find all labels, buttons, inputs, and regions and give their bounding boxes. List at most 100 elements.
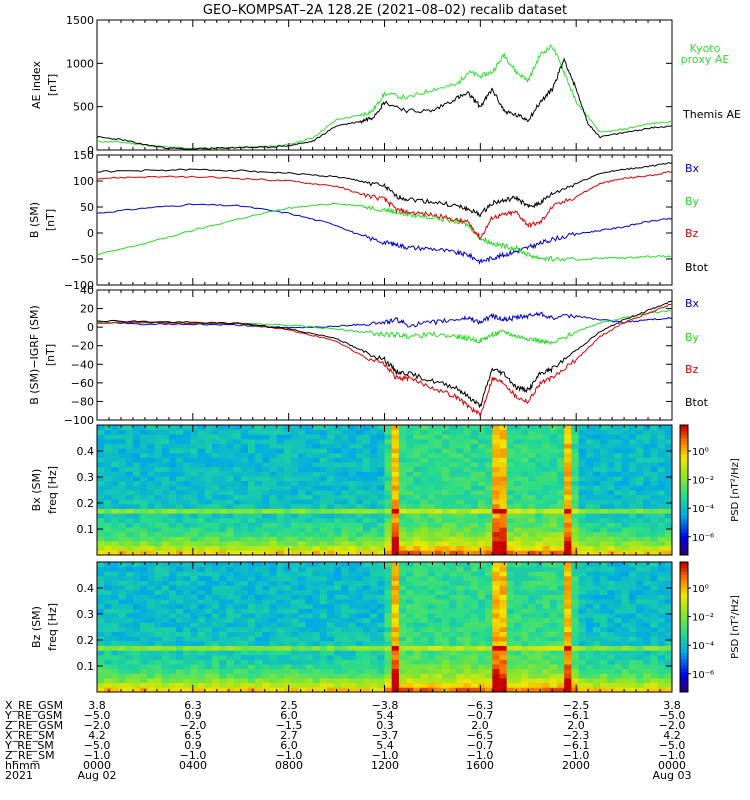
bx-spec-panel-cell: [535, 527, 544, 533]
bx-spec-panel-cell: [535, 541, 544, 547]
bx-spec-panel-cell: [168, 508, 177, 514]
bz-spec-panel-cell: [168, 631, 177, 637]
bz-spec-panel-cell: [650, 617, 659, 623]
bz-spec-panel-cell: [247, 622, 256, 628]
bx-spec-panel-cell: [334, 485, 342, 491]
bx-spec-panel-cell: [513, 471, 522, 477]
bx-spec-panel-cell: [499, 522, 508, 528]
bx-spec-panel-colorbar-step: [680, 457, 688, 462]
bz-spec-panel-cell: [348, 664, 357, 670]
bz-spec-panel-cell: [269, 589, 278, 595]
bz-spec-panel-cell: [132, 673, 141, 679]
bx-spec-panel-cell: [140, 536, 148, 542]
bx-spec-panel-cell: [621, 457, 630, 463]
bz-spec-panel-cell: [571, 673, 579, 679]
bx-spec-panel-cell: [463, 443, 472, 449]
bz-spec-panel-cell: [427, 608, 436, 614]
bx-spec-panel-cell: [492, 448, 500, 454]
bx-spec-panel-cell: [348, 494, 357, 500]
bx-spec-panel-cell: [212, 429, 220, 435]
bz-spec-panel-cell: [161, 682, 170, 688]
bz-spec-panel-cell: [434, 594, 443, 600]
bx-spec-panel-cell: [650, 531, 659, 537]
bx-spec-panel-cell: [636, 452, 644, 458]
bz-spec-panel-cell: [621, 617, 630, 623]
bz-spec-panel-cell: [197, 631, 206, 637]
bz-spec-panel-cell: [262, 631, 270, 637]
bz-spec-panel-cell: [125, 589, 134, 595]
bx-spec-panel-cell: [97, 425, 105, 431]
bz-spec-panel-cell: [226, 682, 234, 688]
bz-spec-panel-cell: [204, 687, 213, 693]
bx-spec-panel-cell: [528, 452, 536, 458]
bx-spec-panel-cell: [190, 499, 199, 505]
bx-spec-panel-cell: [183, 476, 191, 482]
bz-spec-panel-cell: [362, 562, 371, 568]
bz-spec-panel-cell: [628, 659, 637, 665]
bx-spec-panel-cell: [362, 429, 371, 435]
bx-spec-panel-cell: [434, 471, 443, 477]
bz-spec-panel-cell: [147, 608, 155, 614]
bz-spec-panel-cell: [434, 636, 443, 642]
bx-spec-panel-cell: [521, 503, 529, 509]
bz-spec-panel-cell: [111, 617, 119, 623]
bx-spec-panel-cell: [147, 462, 155, 468]
bx-spec-panel-cell: [420, 531, 429, 537]
bx-spec-panel-cell: [377, 545, 385, 551]
bz-spec-panel-cell: [147, 589, 155, 595]
bx-spec-panel-cell: [140, 494, 148, 500]
bx-spec-panel-cell: [477, 466, 486, 472]
bz-spec-panel-cell: [204, 589, 213, 595]
bz-spec-panel-cell: [513, 580, 522, 586]
bz-spec-panel-cell: [97, 613, 105, 619]
bz-spec-panel-cell: [521, 571, 529, 577]
bz-spec-panel-cell: [470, 682, 479, 688]
bx-spec-panel-cell: [427, 517, 436, 523]
bz-spec-panel-cell: [247, 640, 256, 646]
bx-spec-panel-cell: [528, 476, 536, 482]
bz-spec-panel-cell: [291, 678, 299, 684]
bz-spec-panel-cell: [485, 571, 493, 577]
bx-spec-panel-cell: [118, 476, 127, 482]
bx-spec-panel-cell: [341, 462, 349, 468]
bz-spec-panel-cell: [492, 617, 500, 623]
bz-spec-panel-cell: [636, 631, 644, 637]
bz-spec-panel-cell: [104, 645, 112, 651]
bx-spec-panel-cell: [592, 452, 601, 458]
bx-spec-panel-cell: [549, 494, 558, 500]
bz-spec-panel-cell: [233, 580, 242, 586]
bigrf-legend-bx: Bx: [685, 297, 700, 310]
bz-spec-panel-cell: [219, 599, 227, 605]
bz-spec-panel-cell: [636, 622, 644, 628]
bz-spec-panel-cell: [585, 613, 594, 619]
bigrf-panel-series-by: [96, 309, 673, 346]
bx-spec-panel-colorbar-step: [680, 519, 688, 523]
bx-spec-panel-cell: [413, 522, 421, 528]
bz-spec-panel-cell: [621, 589, 630, 595]
bx-spec-panel-cell: [585, 462, 594, 468]
bx-spec-panel-cell: [643, 429, 651, 435]
bz-spec-panel-cell: [513, 631, 522, 637]
bz-spec-panel-cell: [657, 603, 666, 609]
bx-spec-panel-cell: [564, 503, 572, 509]
bx-spec-panel-cell: [542, 513, 551, 519]
bz-spec-panel-cell: [628, 617, 637, 623]
bx-spec-panel-cell: [549, 513, 558, 519]
bz-spec-panel-cell: [283, 608, 292, 614]
bx-spec-panel-cell: [190, 457, 199, 463]
bz-spec-panel-cell: [370, 668, 378, 674]
bx-spec-panel-cell: [499, 541, 508, 547]
bx-spec-panel-cell: [247, 438, 256, 444]
bx-spec-panel-cell: [233, 541, 242, 547]
bz-spec-panel-cell: [97, 631, 105, 637]
bz-spec-panel-cell: [161, 631, 170, 637]
bz-spec-panel-cell: [442, 668, 450, 674]
bz-spec-panel-cell: [657, 627, 666, 633]
bx-spec-panel-cell: [312, 508, 321, 514]
bx-spec-panel-cell: [571, 452, 579, 458]
bz-spec-panel-cell: [97, 664, 105, 670]
bx-spec-panel-cell: [355, 434, 364, 440]
bz-spec-panel-cell: [262, 585, 270, 591]
bz-spec-panel-cell: [506, 562, 515, 568]
bx-spec-panel-cell: [585, 527, 594, 533]
